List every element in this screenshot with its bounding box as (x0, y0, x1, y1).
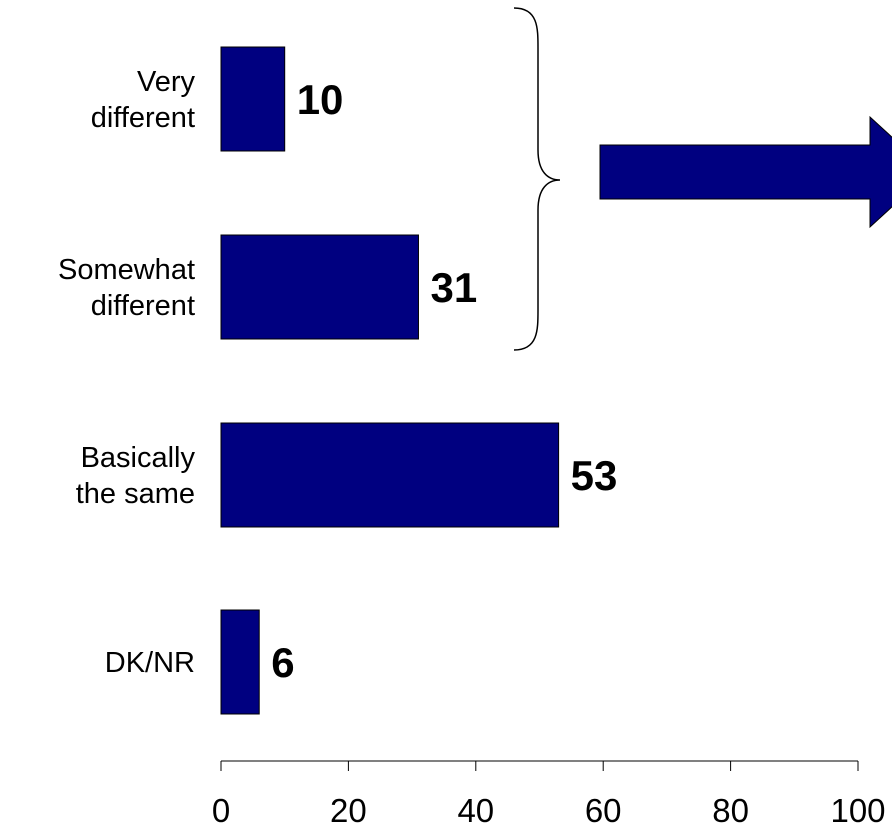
x-tick-label-5: 100 (830, 792, 885, 826)
value-label-1: 31 (430, 264, 477, 311)
value-labels-layer: 10 31 53 6 (271, 76, 617, 686)
bars-layer (220, 46, 560, 715)
category-label-3: DK/NR (105, 647, 195, 679)
bar-0 (220, 46, 286, 152)
x-tick-label-2: 40 (457, 792, 494, 826)
annotations-layer (513, 7, 892, 351)
x-tick-label-3: 60 (585, 792, 622, 826)
category-labels-layer: Very different Somewhat different Basically t… (58, 66, 196, 679)
category-label-2: Basically the same (76, 442, 196, 510)
brace-annotation (513, 7, 561, 351)
bar-1 (220, 234, 419, 340)
x-tick-label-4: 80 (712, 792, 749, 826)
value-label-2: 53 (571, 452, 618, 499)
x-tick-label-1: 20 (330, 792, 367, 826)
category-label-1: Somewhat different (58, 254, 195, 322)
arrow-right-icon (599, 115, 892, 229)
x-tick-label-0: 0 (212, 792, 230, 826)
value-label-0: 10 (297, 76, 344, 123)
bar-3 (220, 609, 260, 715)
bar-2 (220, 422, 560, 528)
x-axis: 0 20 40 60 80 100 (212, 760, 886, 826)
value-label-3: 6 (271, 639, 294, 686)
category-label-0: Very different (91, 66, 196, 134)
